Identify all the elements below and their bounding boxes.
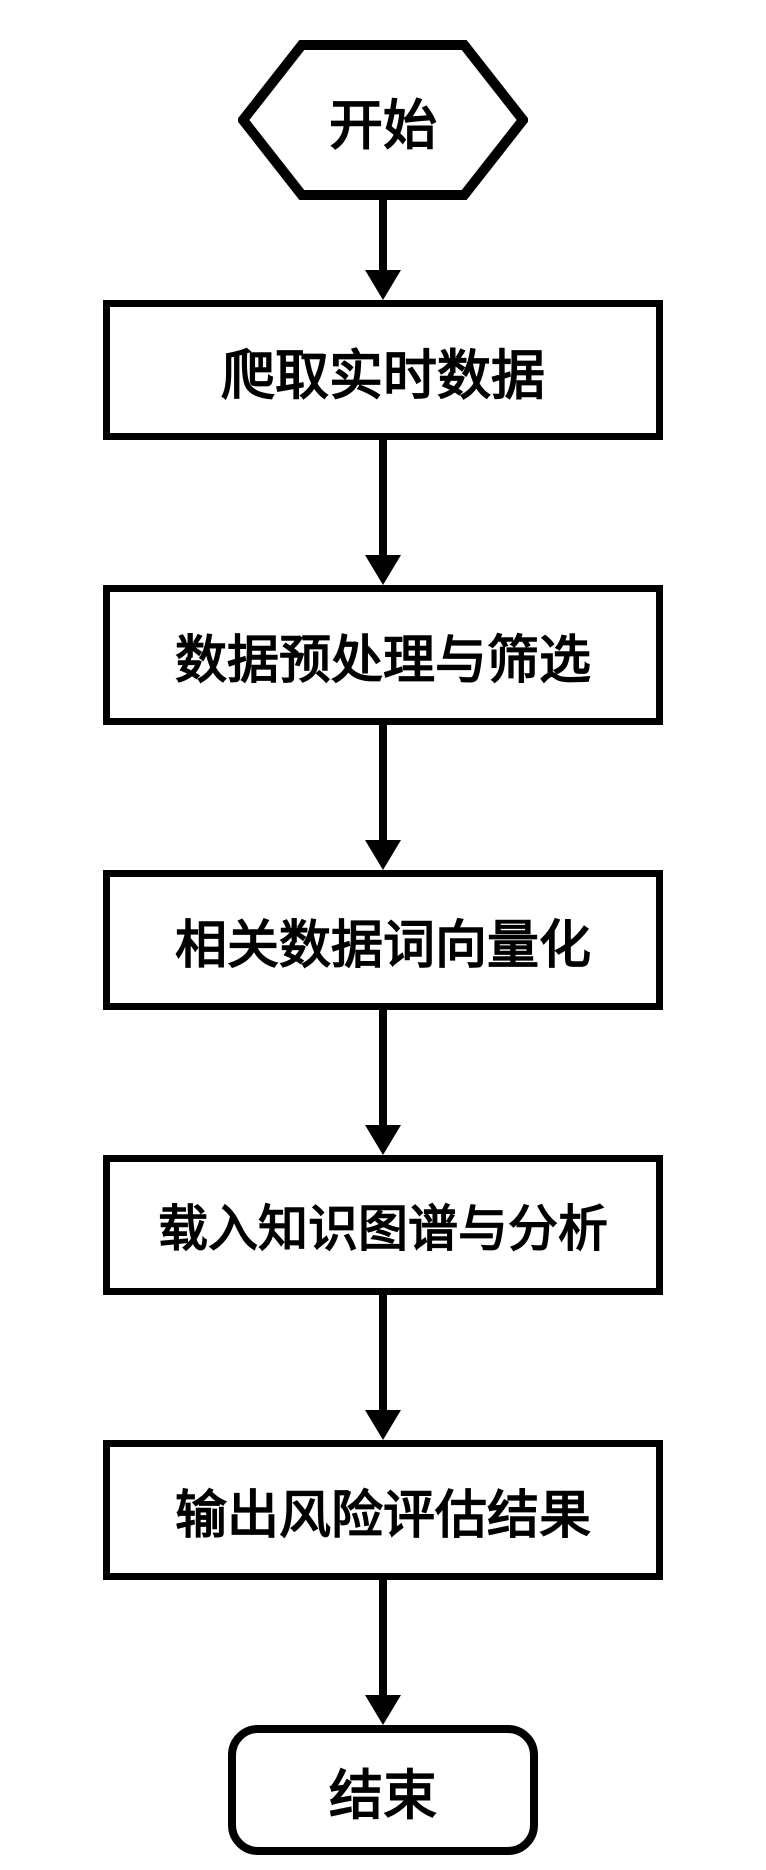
node-start: 开始 [238,40,528,200]
arrow-shaft [379,200,387,270]
flow-arrow [365,440,401,585]
node-preprocess: 数据预处理与筛选 [103,585,663,725]
arrow-shaft [379,1010,387,1125]
node-label: 开始 [238,40,528,200]
node-label: 载入知识图谱与分析 [158,1189,608,1261]
arrow-head-icon [365,1125,401,1155]
node-label: 数据预处理与筛选 [175,618,591,693]
flowchart-container: 开始爬取实时数据数据预处理与筛选相关数据词向量化载入知识图谱与分析输出风险评估结… [103,40,663,1855]
node-label: 输出风险评估结果 [175,1473,591,1548]
flow-arrow [365,725,401,870]
flow-arrow [365,200,401,300]
node-crawl: 爬取实时数据 [103,300,663,440]
arrow-head-icon [365,1695,401,1725]
arrow-shaft [379,1295,387,1410]
node-knowledge_graph: 载入知识图谱与分析 [103,1155,663,1295]
arrow-head-icon [365,270,401,300]
node-output: 输出风险评估结果 [103,1440,663,1580]
node-vectorize: 相关数据词向量化 [103,870,663,1010]
arrow-shaft [379,1580,387,1695]
node-label: 爬取实时数据 [221,331,545,410]
flow-arrow [365,1580,401,1725]
node-label: 结束 [329,1751,437,1830]
arrow-shaft [379,725,387,840]
arrow-head-icon [365,840,401,870]
node-label: 相关数据词向量化 [175,903,591,978]
node-end: 结束 [228,1725,538,1855]
flow-arrow [365,1010,401,1155]
flow-arrow [365,1295,401,1440]
arrow-head-icon [365,1410,401,1440]
arrow-shaft [379,440,387,555]
arrow-head-icon [365,555,401,585]
